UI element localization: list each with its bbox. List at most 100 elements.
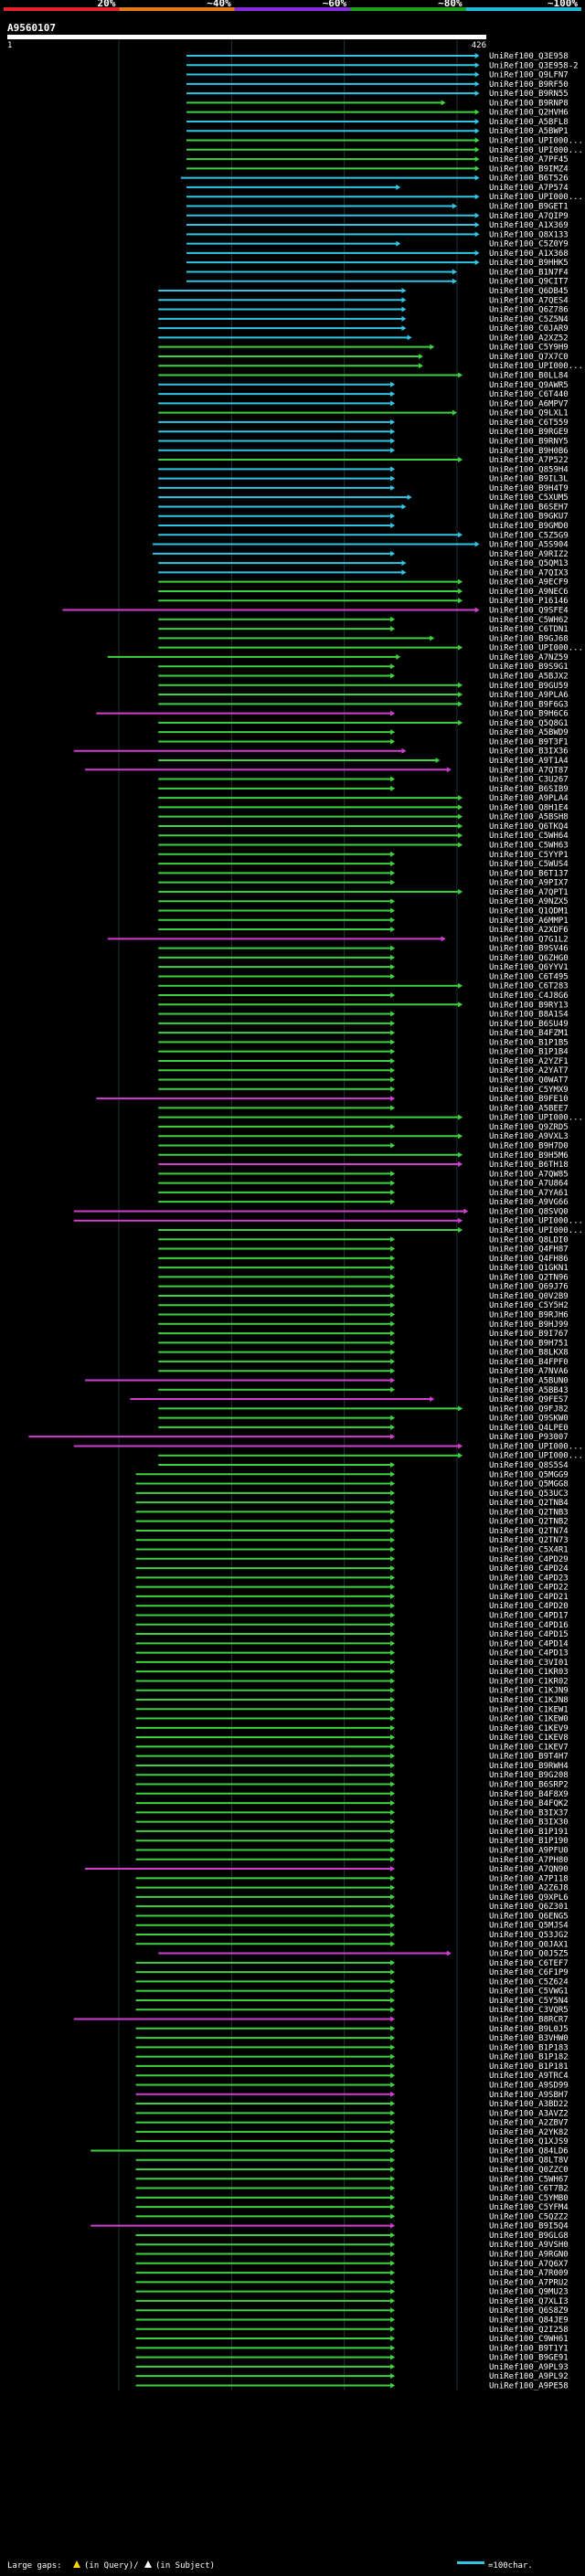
hit-label[interactable]: UniRef100_B1P1B4 (489, 1048, 569, 1057)
hit-label[interactable]: UniRef100_C1KR03 (489, 1668, 569, 1677)
hit-label[interactable]: UniRef100_C5YYP1 (489, 851, 569, 860)
hit-label[interactable]: UniRef100_A9NZX5 (489, 897, 569, 906)
hit-label[interactable]: UniRef100_B9HHK5 (489, 259, 569, 268)
hit-label[interactable]: UniRef100_A2Z6J8 (489, 1884, 569, 1893)
hit-label[interactable]: UniRef100_B9I5Q4 (489, 2222, 569, 2231)
hit-label[interactable]: UniRef100_C1KJN8 (489, 1696, 569, 1705)
hit-label[interactable]: UniRef100_Q1XJS9 (489, 2137, 569, 2147)
hit-label[interactable]: UniRef100_A5BSH8 (489, 813, 569, 822)
hit-label[interactable]: UniRef100_Q9MU23 (489, 2288, 569, 2297)
hit-label[interactable]: UniRef100_Q6ENG5 (489, 1912, 569, 1921)
hit-label[interactable]: UniRef100_Q69J76 (489, 1283, 569, 1292)
hit-label[interactable]: UniRef100_B9GE91 (489, 2354, 569, 2363)
hit-label[interactable]: UniRef100_C3U267 (489, 776, 569, 785)
hit-label[interactable]: UniRef100_Q6S8Z9 (489, 2306, 569, 2316)
hit-label[interactable]: UniRef100_C5YFM4 (489, 2203, 569, 2212)
hit-label[interactable]: UniRef100_Q7XLI3 (489, 2297, 569, 2306)
hit-label[interactable]: UniRef100_Q2TNB3 (489, 1508, 569, 1517)
hit-label[interactable]: UniRef100_B3VHW0 (489, 2034, 569, 2043)
hit-label[interactable]: UniRef100_C5Z624 (489, 1977, 569, 1987)
hit-label[interactable]: UniRef100_A9VSH0 (489, 2241, 569, 2250)
hit-label[interactable]: UniRef100_A7QIP9 (489, 212, 569, 221)
hit-label[interactable]: UniRef100_Q9LXL1 (489, 409, 569, 419)
hit-label[interactable]: UniRef100_Q1QDM1 (489, 906, 569, 916)
hit-label[interactable]: UniRef100_C5YMX9 (489, 1086, 569, 1095)
hit-label[interactable]: UniRef100_B9IL3L (489, 475, 569, 484)
hit-label[interactable]: UniRef100_B9RY13 (489, 1001, 569, 1010)
hit-label[interactable]: UniRef100_A9PL93 (489, 2363, 569, 2372)
hit-label[interactable]: UniRef100_B6SEH7 (489, 503, 569, 512)
hit-label[interactable]: UniRef100_Q2TN73 (489, 1536, 569, 1545)
hit-label[interactable]: UniRef100_A9VG66 (489, 1198, 569, 1207)
hit-label[interactable]: UniRef100_A6MMP1 (489, 917, 569, 926)
hit-label[interactable]: UniRef100_Q5Q8G1 (489, 719, 569, 728)
hit-label[interactable]: UniRef100_A3BD22 (489, 2100, 569, 2109)
hit-label[interactable]: UniRef100_B3IX30 (489, 1818, 569, 1828)
hit-label[interactable]: UniRef100_Q84JE9 (489, 2316, 569, 2325)
hit-label[interactable]: UniRef100_Q5MJS4 (489, 1922, 569, 1931)
hit-label[interactable]: UniRef100_A2XZ52 (489, 334, 569, 343)
hit-label[interactable]: UniRef100_B9RGE9 (489, 428, 569, 437)
hit-label[interactable]: UniRef100_Q4LPE0 (489, 1424, 569, 1433)
hit-label[interactable]: UniRef100_B6T137 (489, 869, 569, 878)
hit-label[interactable]: UniRef100_B9RNY5 (489, 437, 569, 446)
hit-label[interactable]: UniRef100_C4PD29 (489, 1555, 569, 1564)
hit-label[interactable]: UniRef100_B9SV46 (489, 945, 569, 954)
hit-label[interactable]: UniRef100_B9RWH4 (489, 1762, 569, 1771)
hit-label[interactable]: UniRef100_B9GMD0 (489, 522, 569, 531)
hit-label[interactable]: UniRef100_Q4FH86 (489, 1255, 569, 1264)
hit-label[interactable]: UniRef100_UPI000... (489, 1442, 583, 1451)
hit-label[interactable]: UniRef100_C4PD24 (489, 1564, 569, 1574)
hit-label[interactable]: UniRef100_B1P181 (489, 2062, 569, 2072)
hit-label[interactable]: UniRef100_A6MPV7 (489, 399, 569, 408)
hit-label[interactable]: UniRef100_UPI000... (489, 362, 583, 371)
hit-label[interactable]: UniRef100_A7NVA6 (489, 1367, 569, 1376)
hit-label[interactable]: UniRef100_B9F6G3 (489, 700, 569, 709)
hit-label[interactable]: UniRef100_C5Z5G9 (489, 531, 569, 540)
hit-label[interactable]: UniRef100_Q8LDI0 (489, 1235, 569, 1245)
hit-label[interactable]: UniRef100_B4FQK2 (489, 1799, 569, 1808)
hit-label[interactable]: UniRef100_Q8LT8V (489, 2157, 569, 2166)
hit-label[interactable]: UniRef100_C5WH64 (489, 832, 569, 841)
hit-label[interactable]: UniRef100_Q2I258 (489, 2326, 569, 2335)
hit-label[interactable]: UniRef100_A9SBH7 (489, 2091, 569, 2100)
hit-label[interactable]: UniRef100_B9T3F1 (489, 737, 569, 747)
hit-label[interactable]: UniRef100_P16146 (489, 597, 569, 606)
hit-label[interactable]: UniRef100_C5WH63 (489, 842, 569, 851)
hit-label[interactable]: UniRef100_A7PH80 (489, 1856, 569, 1865)
hit-label[interactable]: UniRef100_A9PE58 (489, 2381, 569, 2390)
hit-label[interactable]: UniRef100_A2YAT7 (489, 1066, 569, 1076)
hit-label[interactable]: UniRef100_C5YMB0 (489, 2194, 569, 2203)
hit-label[interactable]: UniRef100_Q6YYV1 (489, 963, 569, 972)
hit-label[interactable]: UniRef100_C3VQR5 (489, 2006, 569, 2015)
hit-label[interactable]: UniRef100_Q6DB45 (489, 287, 569, 296)
hit-label[interactable]: UniRef100_A5BFL8 (489, 118, 569, 127)
hit-label[interactable]: UniRef100_A7R009 (489, 2269, 569, 2278)
hit-label[interactable]: UniRef100_Q9AWR5 (489, 381, 569, 390)
hit-label[interactable]: UniRef100_A5BWP1 (489, 127, 569, 136)
hit-label[interactable]: UniRef100_C4PD14 (489, 1639, 569, 1648)
hit-label[interactable]: UniRef100_UPI000... (489, 1114, 583, 1123)
hit-label[interactable]: UniRef100_A9RGN0 (489, 2251, 569, 2260)
hit-label[interactable]: UniRef100_A7PRU2 (489, 2278, 569, 2287)
hit-label[interactable]: UniRef100_B1P190 (489, 1837, 569, 1846)
hit-label[interactable]: UniRef100_A7P574 (489, 184, 569, 193)
hit-label[interactable]: UniRef100_A2YK82 (489, 2128, 569, 2137)
hit-label[interactable]: UniRef100_Q9ZRD5 (489, 1123, 569, 1132)
hit-label[interactable]: UniRef100_B1P191 (489, 1828, 569, 1837)
hit-label[interactable]: UniRef100_C3VI01 (489, 1659, 569, 1668)
hit-label[interactable]: UniRef100_Q0JAX1 (489, 1940, 569, 1949)
hit-label[interactable]: UniRef100_B9GU59 (489, 682, 569, 691)
hit-label[interactable]: UniRef100_A1X369 (489, 221, 569, 230)
hit-label[interactable]: UniRef100_B6T526 (489, 175, 569, 184)
hit-label[interactable]: UniRef100_C4PD16 (489, 1621, 569, 1630)
hit-label[interactable]: UniRef100_A9RIZ2 (489, 550, 569, 559)
hit-label[interactable]: UniRef100_A5BWD9 (489, 728, 569, 737)
hit-label[interactable]: UniRef100_C1KR02 (489, 1677, 569, 1686)
hit-label[interactable]: UniRef100_A7NZ59 (489, 653, 569, 663)
hit-label[interactable]: UniRef100_B3IX37 (489, 1808, 569, 1818)
hit-label[interactable]: UniRef100_C4PD15 (489, 1630, 569, 1639)
hit-label[interactable]: UniRef100_B9H4T9 (489, 484, 569, 493)
hit-label[interactable]: UniRef100_C6T7B2 (489, 2185, 569, 2194)
hit-label[interactable]: UniRef100_Q5MGG9 (489, 1470, 569, 1479)
